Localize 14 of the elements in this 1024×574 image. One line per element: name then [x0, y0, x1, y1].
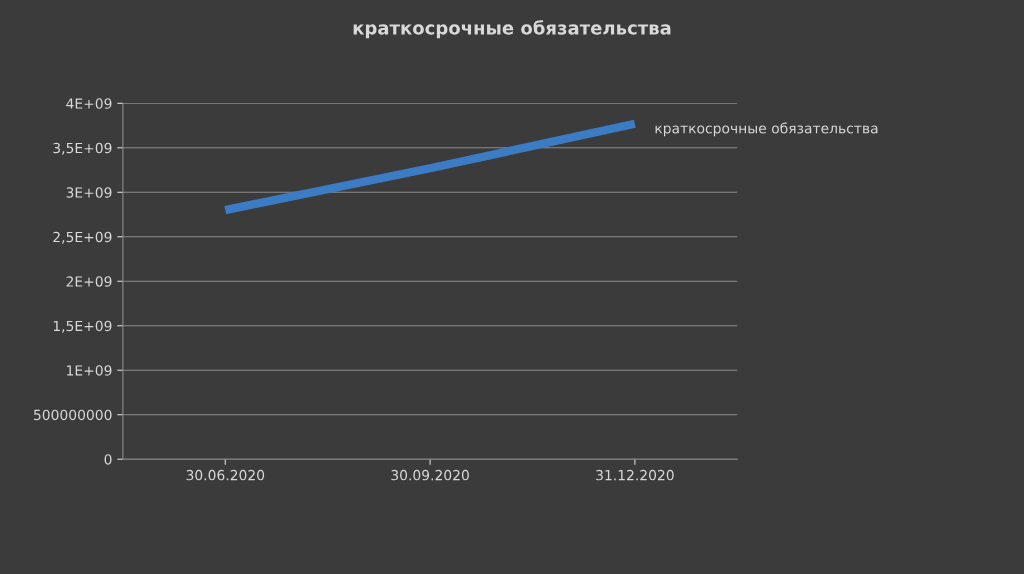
y-tick-label: 500000000 — [34, 409, 112, 421]
y-tick-label: 1E+09 — [67, 365, 112, 376]
y-tick-label: 2,5E+09 — [53, 231, 112, 244]
y-tick-label: 2E+09 — [66, 276, 112, 287]
y-tick-label: 0 — [104, 454, 112, 465]
chart-title: краткосрочные обязательства — [353, 20, 671, 39]
y-tick-label: 1,5E+09 — [53, 320, 112, 333]
series-label: краткосрочные обязательства — [655, 122, 878, 137]
x-tick-label: 30.09.2020 — [391, 469, 469, 481]
y-tick-label: 4E+09 — [66, 98, 112, 109]
x-tick-label: 30.06.2020 — [186, 469, 265, 481]
y-tick-label: 3E+09 — [66, 187, 112, 198]
x-tick-label: 31.12.2020 — [596, 469, 674, 481]
y-tick-label: 3,5E+09 — [53, 142, 112, 155]
